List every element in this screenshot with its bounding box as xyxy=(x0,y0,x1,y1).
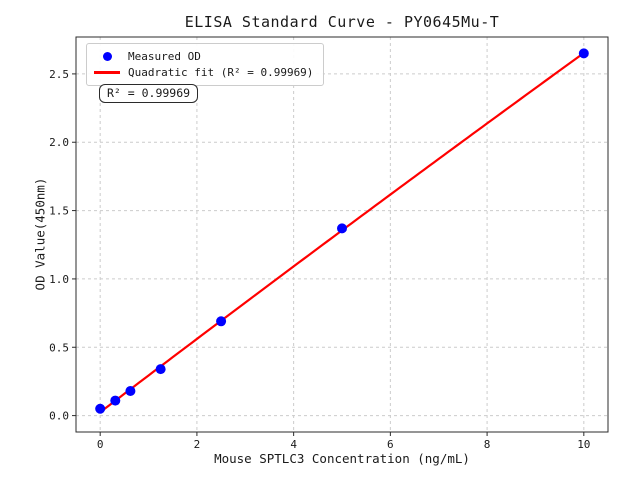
tick-label-layer: 0 2 4 6 8 10 0.0 0.5 1.0 1.5 2.0 2.5 xyxy=(49,68,590,451)
data-point xyxy=(110,395,121,406)
y-tick-label: 1.0 xyxy=(49,273,69,286)
y-tick-label: 2.0 xyxy=(49,136,69,149)
legend: Measured OD Quadratic fit (R² = 0.99969) xyxy=(86,43,325,86)
x-tick-label: 6 xyxy=(387,438,394,451)
y-tick-label: 2.5 xyxy=(49,68,69,81)
axes-frame xyxy=(75,36,609,433)
data-point xyxy=(155,364,166,375)
data-point xyxy=(95,403,106,414)
chart-title: ELISA Standard Curve - PY0645Mu-T xyxy=(184,13,500,31)
y-axis-label: OD Value(450nm) xyxy=(32,177,48,291)
legend-item-quadratic-fit: Quadratic fit (R² = 0.99969) xyxy=(93,64,313,80)
legend-dot-marker-icon xyxy=(93,51,121,61)
data-points-layer xyxy=(95,48,589,414)
data-point xyxy=(578,48,589,59)
y-tick-label: 1.5 xyxy=(49,205,69,218)
x-tick-label: 0 xyxy=(97,438,104,451)
tick-layer xyxy=(72,73,585,436)
grid-layer xyxy=(76,37,608,432)
legend-item-label: Measured OD xyxy=(128,49,201,63)
x-tick-label: 2 xyxy=(194,438,201,451)
x-tick-label: 8 xyxy=(484,438,491,451)
y-tick-label: 0.5 xyxy=(49,341,69,354)
legend-line-marker-icon xyxy=(93,70,121,74)
legend-item-label: Quadratic fit (R² = 0.99969) xyxy=(128,65,314,79)
legend-item-measured-od: Measured OD xyxy=(93,48,313,64)
data-point xyxy=(125,385,136,396)
x-tick-label: 10 xyxy=(577,438,590,451)
data-point xyxy=(216,316,227,327)
x-axis-label: Mouse SPTLC3 Concentration (ng/mL) xyxy=(214,451,470,466)
r-squared-annotation: R² = 0.99969 xyxy=(99,84,199,103)
x-tick-label: 4 xyxy=(290,438,297,451)
data-point xyxy=(337,223,347,234)
y-tick-label: 0.0 xyxy=(49,410,69,423)
